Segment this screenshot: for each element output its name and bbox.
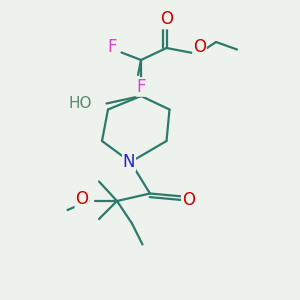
Text: O: O <box>160 11 173 28</box>
Text: F: F <box>136 78 146 96</box>
Text: O: O <box>182 191 195 209</box>
Text: N: N <box>123 153 135 171</box>
Text: HO: HO <box>68 96 92 111</box>
Text: O: O <box>193 38 206 56</box>
Text: O: O <box>75 190 88 208</box>
Text: F: F <box>108 38 117 56</box>
